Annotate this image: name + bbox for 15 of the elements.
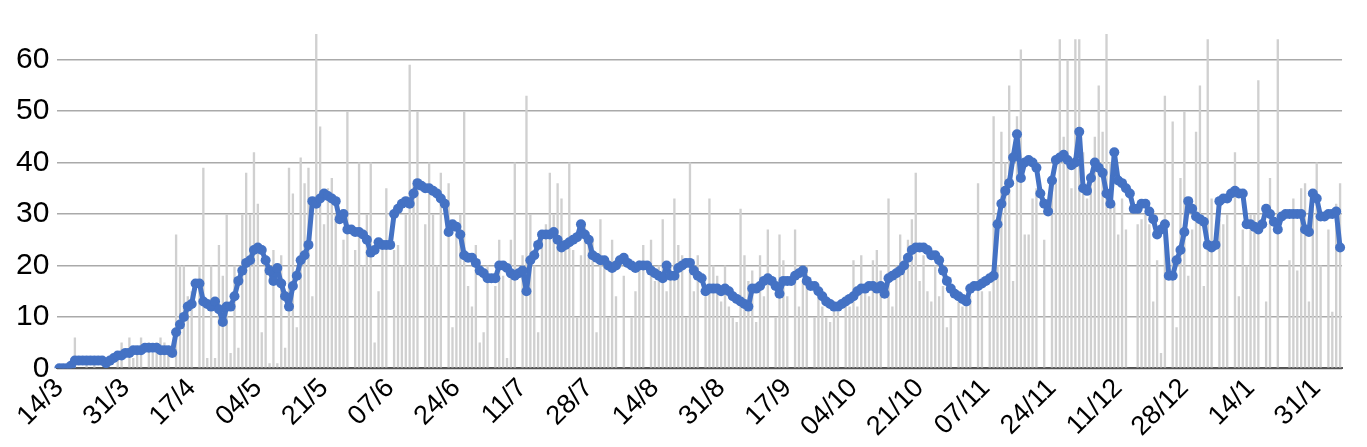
y-tick-label: 10: [15, 298, 50, 332]
y-tick-label: 50: [15, 92, 50, 126]
bar: [505, 358, 509, 368]
x-tick-label: 31/8: [672, 372, 731, 431]
y-tick-label: 40: [15, 143, 50, 177]
y-tick-label: 60: [15, 40, 50, 74]
x-tick-label: 31/3: [76, 372, 136, 431]
x-tick-label: 14/1: [1201, 372, 1261, 431]
x-tick-label: 07/6: [341, 372, 400, 431]
y-tick-label: 20: [15, 246, 50, 280]
y-tick-label: 30: [15, 195, 50, 229]
bar: [1292, 198, 1295, 368]
bar: [213, 358, 217, 368]
x-tick-label: 31/1: [1267, 372, 1327, 431]
bar: [1327, 229, 1330, 368]
